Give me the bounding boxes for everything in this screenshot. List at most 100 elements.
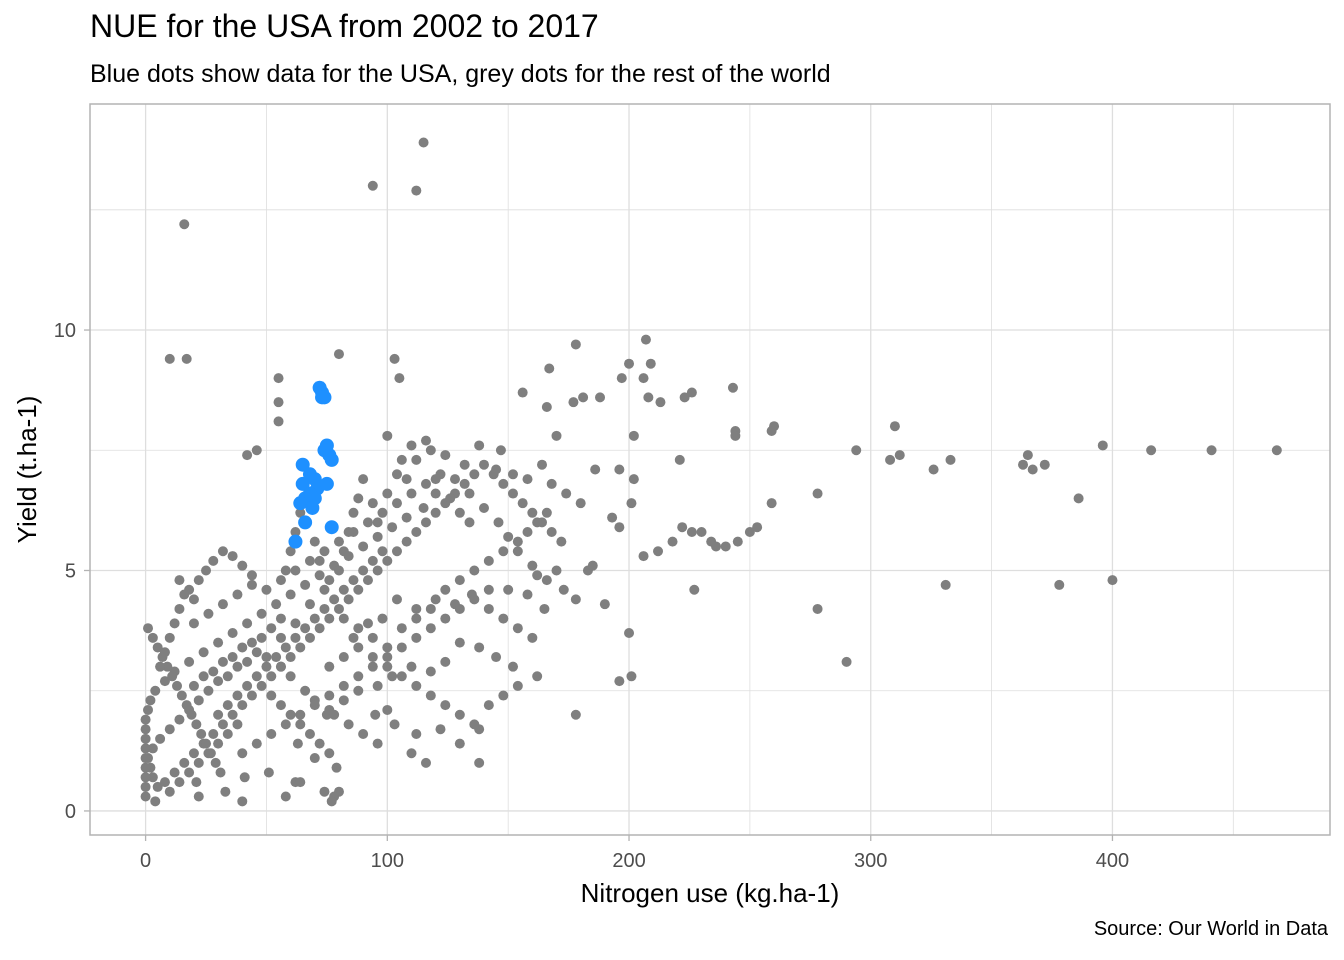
grey-point: [495, 445, 506, 456]
grey-point: [280, 791, 291, 802]
grey-point: [348, 507, 359, 518]
grey-point: [222, 671, 233, 682]
grey-point: [945, 454, 956, 465]
grey-point: [370, 709, 381, 720]
grey-point: [295, 709, 306, 720]
grey-point: [401, 474, 412, 485]
grey-point: [928, 464, 939, 475]
grey-point: [411, 454, 422, 465]
grey-point: [338, 652, 349, 663]
grey-point: [362, 575, 373, 586]
grey-point: [266, 729, 277, 740]
grey-point: [152, 781, 163, 792]
grey-point: [674, 454, 685, 465]
grey-point: [435, 724, 446, 735]
grey-point: [655, 397, 666, 408]
grey-point: [333, 536, 344, 547]
grey-point: [159, 676, 170, 687]
grey-point: [324, 575, 335, 586]
grey-point: [440, 613, 451, 624]
grey-point: [295, 507, 306, 518]
grey-point: [1073, 493, 1084, 504]
grey-point: [445, 493, 456, 504]
grey-point: [626, 498, 637, 509]
grey-point: [152, 642, 163, 653]
grey-point: [382, 430, 393, 441]
grey-point: [227, 709, 238, 720]
grey-point: [645, 358, 656, 369]
grey-point: [464, 488, 475, 499]
grey-point: [551, 565, 562, 576]
x-tick-label: 0: [140, 850, 151, 872]
grey-point: [266, 623, 277, 634]
grey-point: [1206, 445, 1217, 456]
grey-point: [304, 632, 315, 643]
grey-point: [186, 709, 197, 720]
grey-point: [333, 349, 344, 360]
grey-point: [744, 527, 755, 538]
grey-point: [841, 656, 852, 667]
grey-point: [338, 546, 349, 557]
grey-point: [720, 541, 731, 552]
grey-point: [324, 690, 335, 701]
grey-point: [483, 700, 494, 711]
grey-point: [812, 488, 823, 499]
grey-point: [222, 700, 233, 711]
grey-point: [232, 690, 243, 701]
grey-point: [454, 603, 465, 614]
grey-point: [343, 594, 354, 605]
grey-point: [285, 546, 296, 557]
grey-point: [314, 555, 325, 566]
grey-point: [570, 594, 581, 605]
grey-point: [667, 536, 678, 547]
grey-point: [401, 536, 412, 547]
grey-point: [242, 450, 253, 461]
grey-point: [256, 632, 267, 643]
grey-point: [280, 719, 291, 730]
grey-point: [599, 599, 610, 610]
grey-point: [418, 502, 429, 513]
grey-point: [614, 676, 625, 687]
grey-point: [304, 599, 315, 610]
grey-point: [353, 493, 364, 504]
grey-point: [338, 584, 349, 595]
grey-point: [261, 652, 272, 663]
y-axis-ticks: 0 5 10: [54, 320, 90, 823]
grey-point: [304, 555, 315, 566]
grey-point: [396, 671, 407, 682]
grey-point: [449, 474, 460, 485]
grey-point: [251, 671, 262, 682]
x-tick-label: 300: [854, 850, 887, 872]
grey-point: [396, 454, 407, 465]
grey-point: [420, 435, 431, 446]
grey-point: [143, 704, 154, 715]
grey-point: [309, 536, 320, 547]
grey-point: [539, 603, 550, 614]
grey-point: [358, 565, 369, 576]
grey-point: [280, 565, 291, 576]
usa-point: [317, 390, 332, 405]
grey-point: [469, 565, 480, 576]
grey-point: [372, 565, 383, 576]
grey-point: [343, 527, 354, 538]
grey-point: [275, 613, 286, 624]
usa-point: [293, 496, 308, 511]
grey-point: [227, 628, 238, 639]
grey-point: [394, 373, 405, 384]
grey-point: [498, 478, 509, 489]
grey-point: [271, 599, 282, 610]
grey-point: [1107, 575, 1118, 586]
grey-point: [213, 676, 224, 687]
grey-point: [198, 671, 209, 682]
grey-point: [372, 531, 383, 542]
grey-point: [493, 517, 504, 528]
grey-point: [314, 570, 325, 581]
grey-point: [638, 373, 649, 384]
grey-point: [512, 680, 523, 691]
grey-point: [498, 546, 509, 557]
grey-point: [367, 652, 378, 663]
usa-point: [295, 457, 310, 472]
grey-point: [425, 690, 436, 701]
grey-point: [1097, 440, 1108, 451]
y-axis-title: Yield (t.ha-1): [12, 396, 42, 544]
